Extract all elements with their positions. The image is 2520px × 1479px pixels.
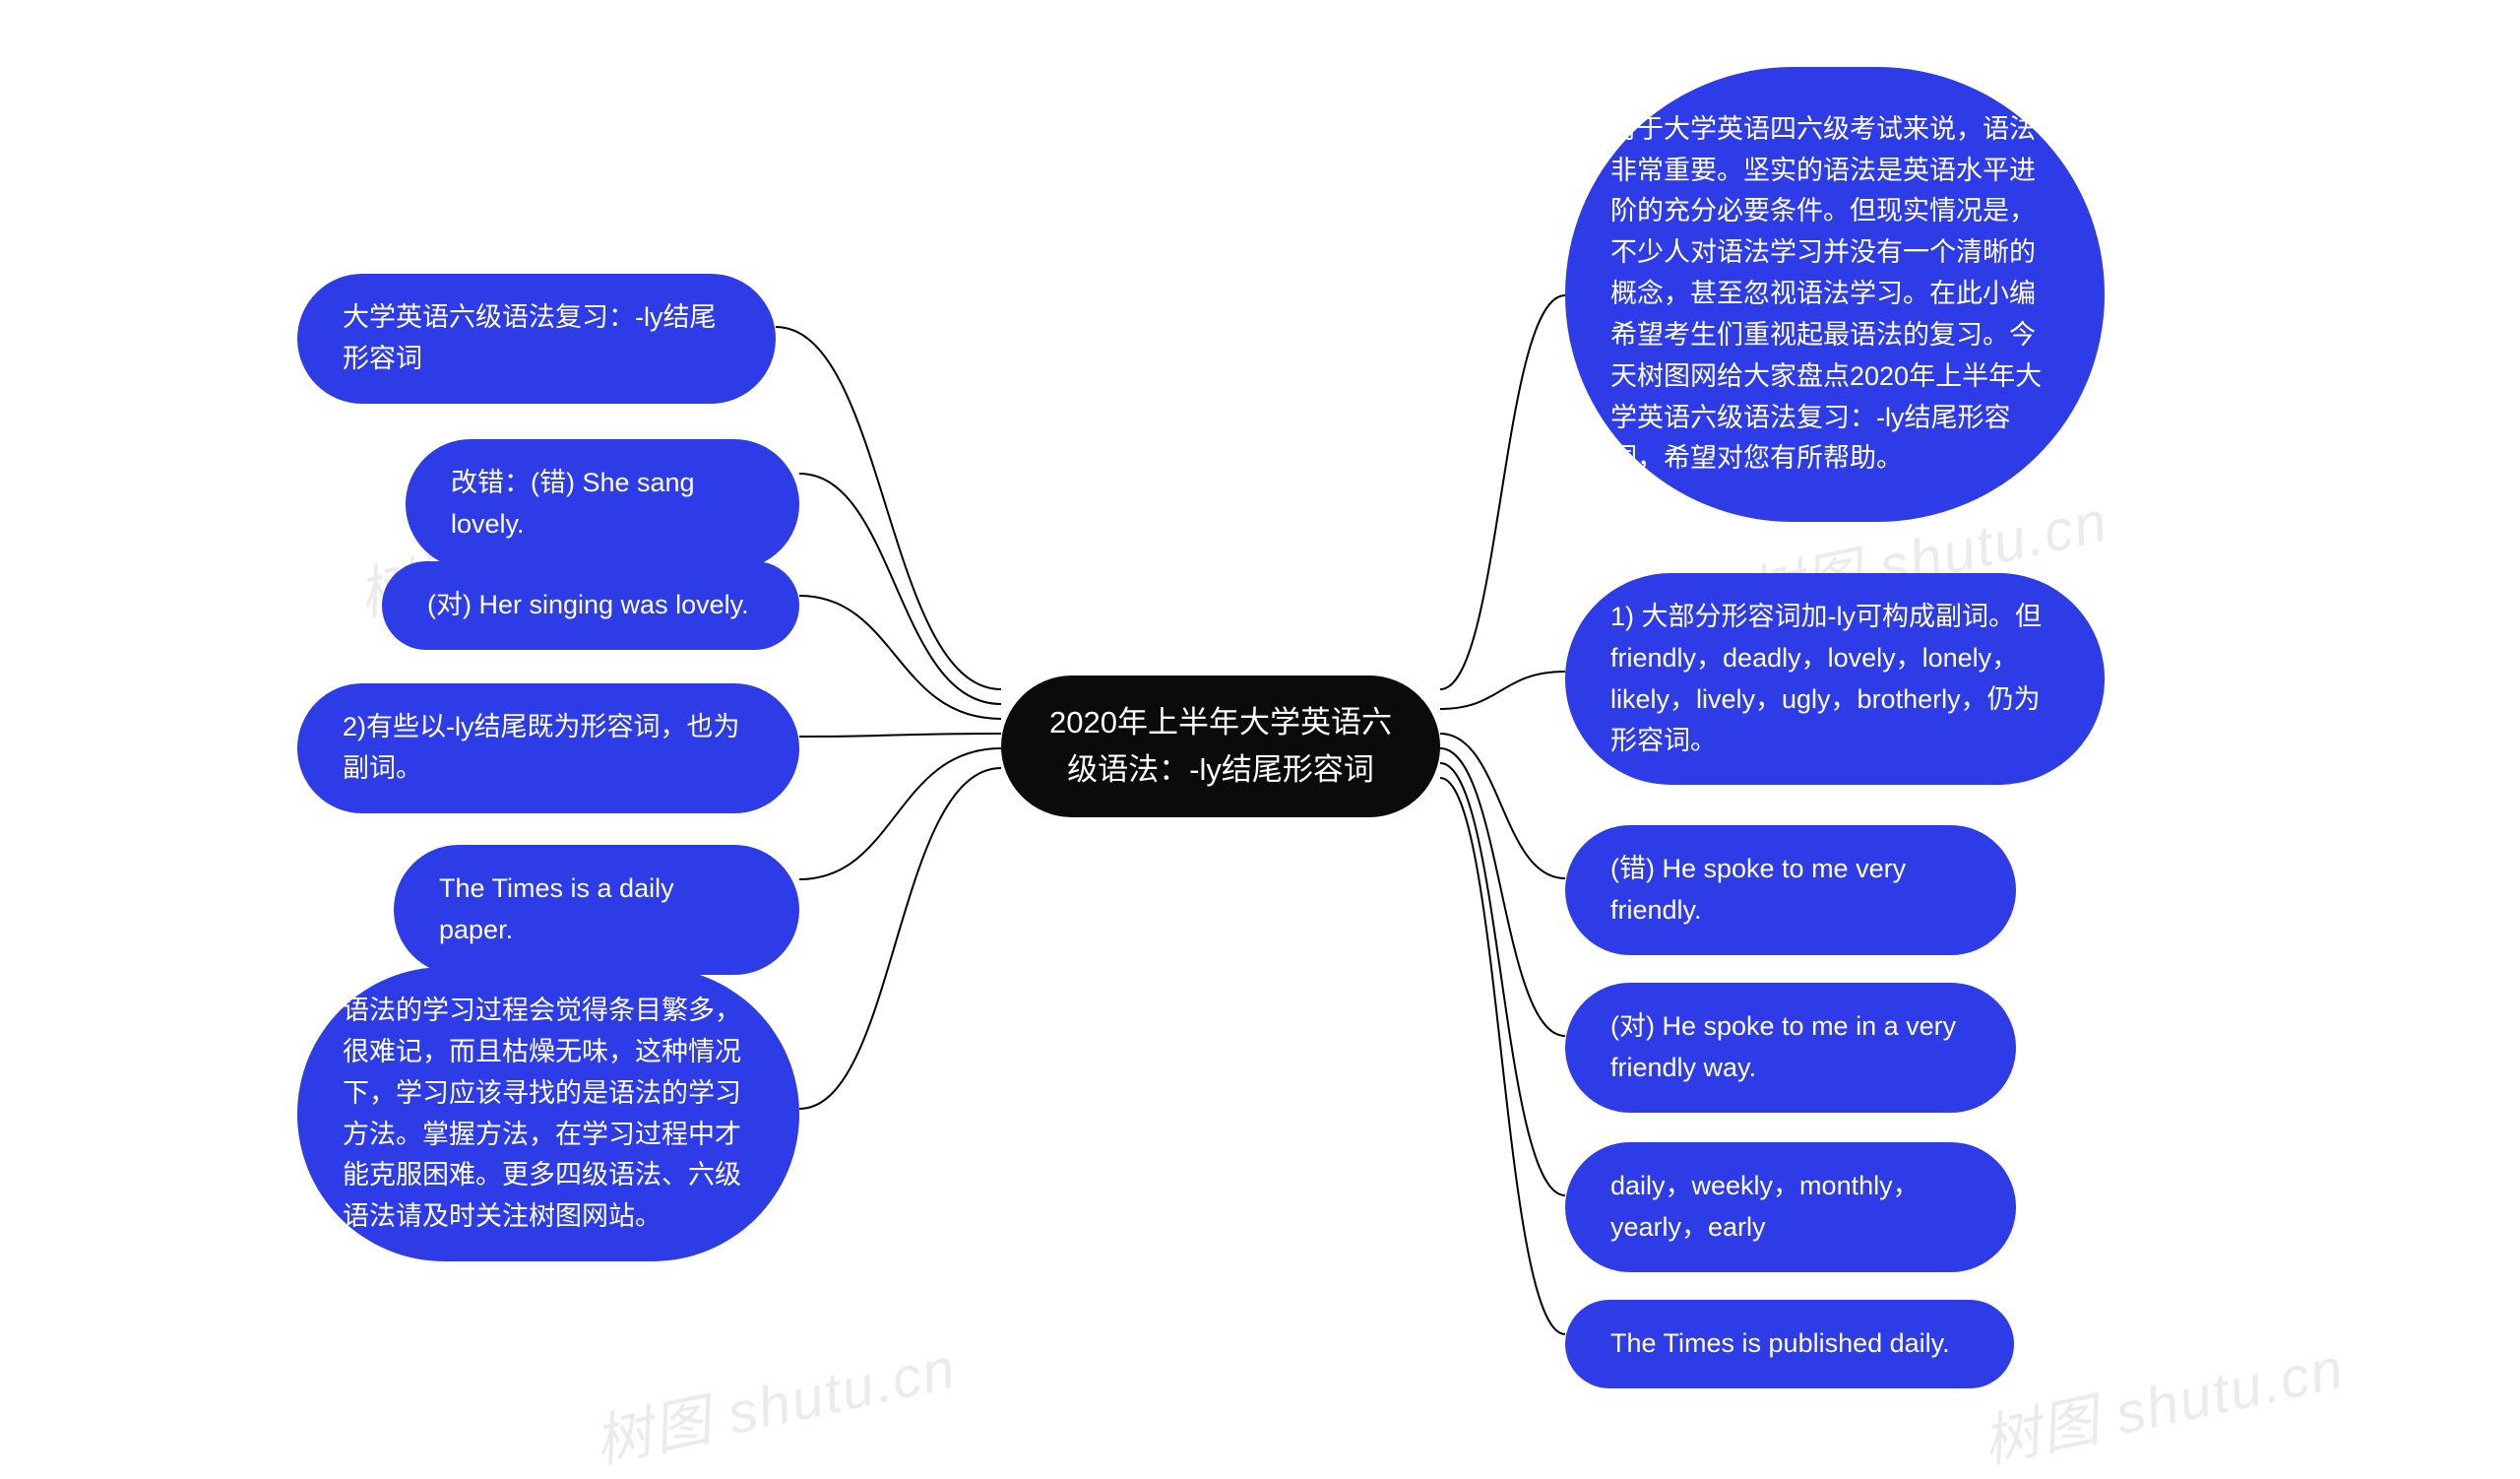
edge <box>799 768 1001 1109</box>
branch-node[interactable]: (对) Her singing was lovely. <box>382 561 799 650</box>
edge <box>1440 763 1565 1195</box>
edge <box>1440 778 1565 1334</box>
edge <box>799 596 1001 719</box>
branch-node[interactable]: 2)有些以-ly结尾既为形容词，也为副词。 <box>297 683 799 813</box>
branch-node[interactable]: (对) He spoke to me in a very friendly wa… <box>1565 983 2016 1113</box>
branch-node[interactable]: 语法的学习过程会觉得条目繁多，很难记，而且枯燥无味，这种情况下，学习应该寻找的是… <box>297 967 799 1261</box>
branch-node[interactable]: The Times is published daily. <box>1565 1300 2014 1388</box>
edge <box>1440 672 1565 709</box>
branch-node[interactable]: 对于大学英语四六级考试来说，语法非常重要。坚实的语法是英语水平进阶的充分必要条件… <box>1565 67 2105 522</box>
edge <box>1440 734 1565 878</box>
center-node[interactable]: 2020年上半年大学英语六级语法：-ly结尾形容词 <box>1001 675 1440 817</box>
branch-node[interactable]: 大学英语六级语法复习：-ly结尾形容词 <box>297 274 776 404</box>
edge <box>799 748 1001 879</box>
branch-node[interactable]: 改错：(错) She sang lovely. <box>406 439 799 569</box>
branch-node[interactable]: The Times is a daily paper. <box>394 845 799 975</box>
edge <box>1440 295 1565 689</box>
branch-node[interactable]: daily，weekly，monthly，yearly，early <box>1565 1142 2016 1272</box>
edge <box>799 474 1001 704</box>
branch-node[interactable]: 1) 大部分形容词加-ly可构成副词。但 friendly，deadly，lov… <box>1565 573 2105 785</box>
branch-node[interactable]: (错) He spoke to me very friendly. <box>1565 825 2016 955</box>
edge <box>776 327 1001 689</box>
edge <box>799 734 1001 737</box>
